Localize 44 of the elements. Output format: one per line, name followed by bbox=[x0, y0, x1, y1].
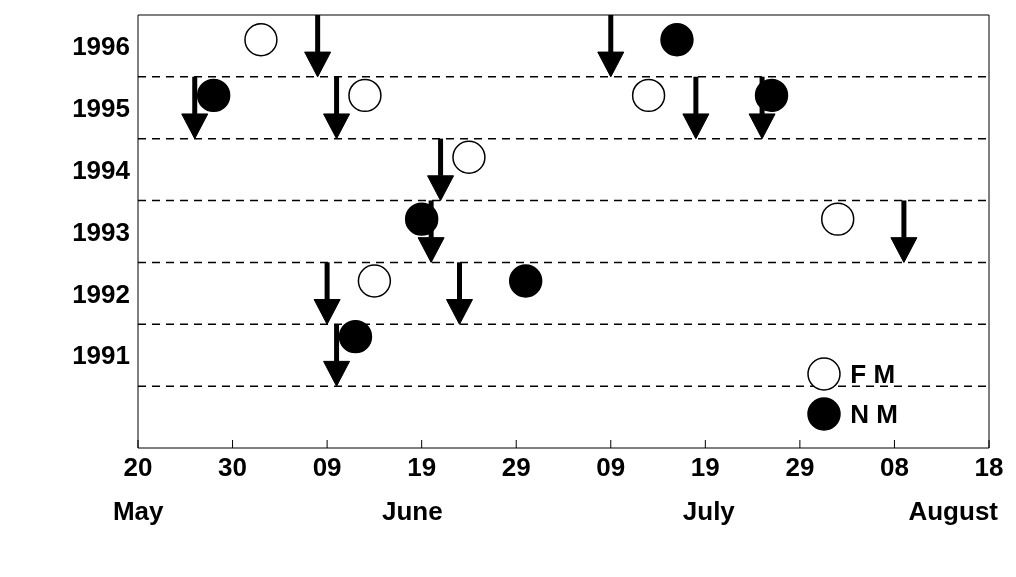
x-tick-label: 30 bbox=[218, 452, 248, 483]
y-tick-label: 1994 bbox=[72, 154, 131, 185]
point bbox=[445, 299, 473, 325]
point bbox=[890, 237, 918, 263]
x-tick-label: 18 bbox=[974, 452, 1004, 483]
x-tick-label: 29 bbox=[785, 452, 815, 483]
point bbox=[348, 78, 382, 113]
point bbox=[417, 237, 445, 263]
text: August bbox=[908, 496, 998, 527]
point bbox=[304, 51, 332, 78]
x-tick-label: 09 bbox=[596, 452, 626, 483]
point bbox=[427, 175, 455, 202]
point bbox=[508, 264, 543, 298]
y-tick-label: 1993 bbox=[72, 216, 130, 247]
point bbox=[452, 140, 486, 174]
y-tick-label: 1996 bbox=[72, 31, 130, 62]
legend-label: N M bbox=[850, 398, 898, 430]
point bbox=[244, 23, 278, 57]
point bbox=[748, 113, 776, 140]
point bbox=[181, 113, 209, 140]
point bbox=[597, 51, 625, 78]
legend-label: F M bbox=[850, 358, 896, 390]
point bbox=[313, 299, 341, 325]
point bbox=[323, 113, 351, 140]
text: June bbox=[381, 496, 443, 527]
x-tick-label: 08 bbox=[879, 452, 909, 483]
y-tick-label: 1991 bbox=[72, 340, 130, 371]
y-tick-label: 1992 bbox=[72, 278, 130, 309]
point bbox=[323, 360, 351, 387]
point bbox=[682, 113, 710, 140]
x-tick-label: 19 bbox=[690, 452, 720, 483]
point bbox=[821, 202, 855, 236]
text: May bbox=[112, 496, 164, 527]
x-tick-label: 09 bbox=[312, 452, 342, 483]
y-tick-label: 1995 bbox=[72, 93, 130, 124]
x-tick-label: 20 bbox=[123, 452, 153, 483]
x-tick-label: 19 bbox=[407, 452, 437, 483]
point bbox=[660, 23, 694, 57]
point bbox=[357, 264, 392, 298]
point bbox=[631, 78, 666, 113]
point bbox=[196, 78, 231, 113]
text: July bbox=[682, 496, 735, 527]
x-tick-label: 29 bbox=[501, 452, 531, 483]
point bbox=[338, 319, 373, 354]
